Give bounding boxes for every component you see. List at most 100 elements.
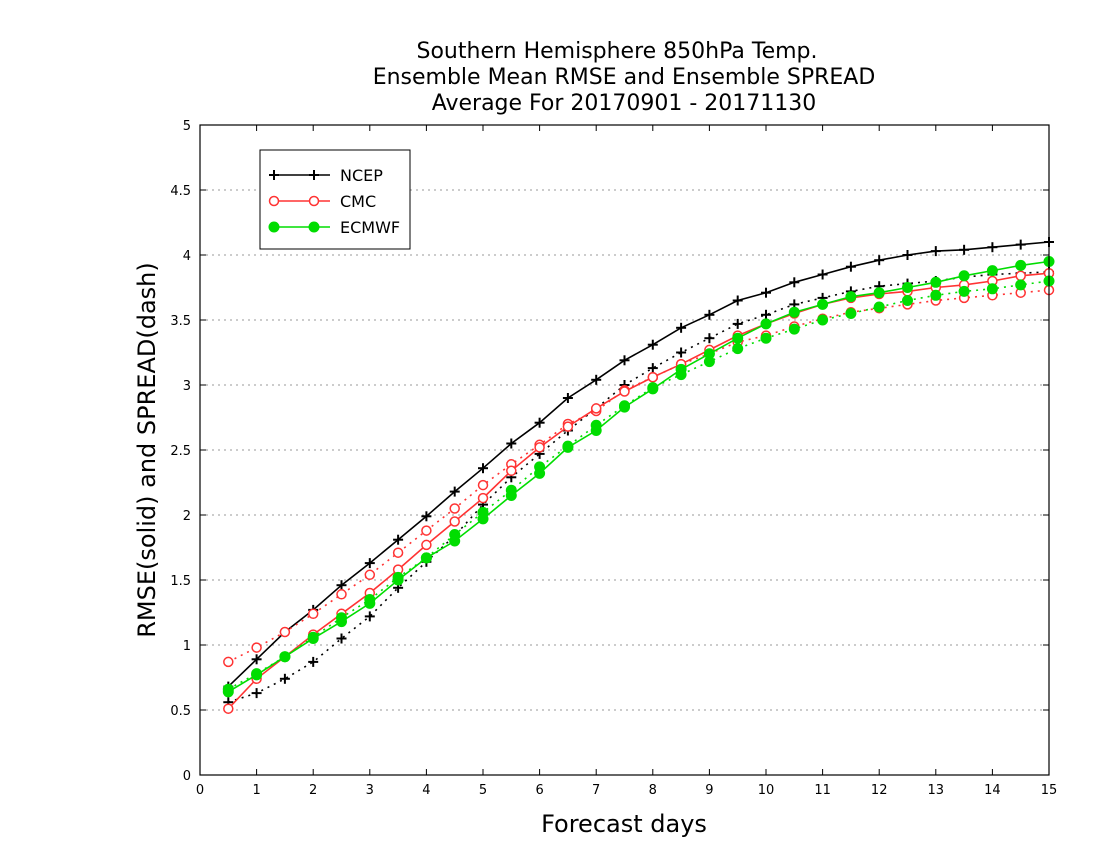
series-ecmwf-rmse-point-15 (647, 383, 659, 395)
series-ecmwf-rmse-point-2 (279, 651, 291, 663)
series-ncep-rmse-point-16 (676, 322, 687, 333)
series-ecmwf-rmse-point-25 (930, 276, 942, 288)
y-tick-label-7: 3.5 (170, 314, 191, 329)
series-cmc-spread-point-4 (336, 589, 347, 600)
x-tick-label-9: 9 (705, 783, 713, 798)
legend-box (259, 149, 411, 250)
y-tick-label-4: 2 (183, 509, 191, 524)
series-cmc-rmse-point-10 (506, 465, 517, 477)
legend-entries (268, 170, 330, 233)
series-ncep-rmse-point-10 (506, 438, 517, 449)
series-ncep-rmse-point-7 (421, 511, 432, 522)
series-ncep-rmse-point-4 (336, 580, 347, 591)
series-ecmwf-spread-point-21 (817, 314, 829, 326)
legend-label-cmc: CMC (340, 192, 376, 211)
series-ecmwf-rmse-point-28 (1015, 259, 1027, 271)
title-line-1: Southern Hemisphere 850hPa Temp. (417, 39, 818, 64)
legend-marker-start-ncep (269, 170, 279, 180)
series-ecmwf-rmse-point-27 (986, 265, 998, 277)
series-cmc-rmse-point-13 (590, 403, 602, 414)
series-ncep-spread-point-17 (704, 333, 715, 344)
series-ncep-rmse-point-1 (251, 654, 262, 665)
series-cmc-rmse-point-15 (647, 371, 659, 383)
series-ncep-rmse-point-21 (817, 269, 828, 280)
series-ecmwf-rmse-point-13 (590, 425, 602, 436)
series-ncep-rmse-point-25 (930, 246, 941, 257)
x-tick-label-7: 7 (592, 783, 600, 798)
series-ncep-rmse-point-28 (1015, 239, 1026, 250)
series-ecmwf-rmse-point-18 (732, 332, 744, 344)
legend: NCEP CMC ECMWF (259, 149, 411, 250)
x-tick-label-8: 8 (649, 783, 657, 798)
series-ecmwf-rmse-point-12 (562, 441, 574, 453)
title-line-3: Average For 20170901 - 20171130 (432, 91, 817, 116)
y-axis-label: RMSE(solid) and SPREAD(dash) (133, 262, 161, 638)
y-tick-label-9: 4.5 (170, 184, 191, 199)
series-cmc-rmse-point-12 (562, 421, 574, 432)
series-cmc-spread-point-0 (223, 656, 234, 668)
series-ecmwf-spread-point-25 (930, 289, 942, 301)
series-ecmwf-rmse-point-19 (760, 318, 772, 330)
y-tick-label-1: 0.5 (170, 704, 191, 719)
series-ncep-rmse-point-12 (562, 393, 573, 403)
series-ncep-rmse-point-5 (364, 558, 375, 569)
y-tick-label-8: 4 (183, 249, 191, 264)
y-tick-label-3: 1.5 (170, 574, 191, 589)
series-ecmwf-spread-point-23 (873, 301, 885, 313)
x-axis-label: Forecast days (541, 810, 707, 838)
x-tick-label-0: 0 (196, 783, 204, 798)
series-ecmwf-rmse-point-23 (873, 287, 885, 299)
series-ecmwf-spread-point-19 (760, 332, 772, 344)
series-ecmwf-spread-line (227, 280, 1050, 690)
series-ecmwf-rmse-point-3 (307, 633, 319, 644)
chart-title: Southern Hemisphere 850hPa Temp. Ensembl… (373, 39, 876, 116)
series-ecmwf-rmse-point-11 (534, 467, 546, 479)
series-ecmwf-spread-point-26 (958, 285, 970, 297)
series-ncep-spread-point-16 (676, 347, 687, 358)
x-tick-label-1: 1 (252, 783, 260, 798)
series-ncep-spread-point-15 (647, 363, 658, 374)
x-tick-label-3: 3 (366, 783, 374, 798)
series-ecmwf-rmse-point-20 (788, 306, 800, 318)
legend-marker-start-ecmwf (268, 221, 280, 233)
series-ecmwf-rmse-line (227, 260, 1050, 693)
series-ecmwf-rmse-point-5 (364, 597, 376, 609)
series-ecmwf-rmse-point-1 (251, 669, 263, 681)
x-tick-label-12: 12 (871, 783, 888, 798)
x-tick-label-6: 6 (535, 783, 543, 798)
x-tick-label-4: 4 (422, 783, 430, 798)
x-axis-ticks: 0 1 2 3 4 5 6 7 8 9 10 11 12 13 14 15 (196, 125, 1057, 798)
series-ecmwf-spread-point-24 (902, 295, 913, 306)
series-cmc-rmse-point-9 (477, 492, 489, 504)
legend-marker-end-ncep (309, 170, 319, 180)
series-cmc-spread-point-5 (364, 569, 376, 581)
x-tick-label-15: 15 (1041, 783, 1058, 798)
series-ecmwf-rmse-point-9 (477, 513, 489, 525)
series-ncep-spread-point-19 (761, 309, 771, 320)
y-axis-ticks: 0 0.5 1 1.5 2 2.5 3 3.5 4 4.5 5 (170, 119, 1049, 784)
y-tick-label-10: 5 (183, 119, 191, 134)
series-cmc-rmse-line (227, 272, 1050, 710)
series-ncep-spread-point-5 (364, 611, 375, 622)
series-ncep-rmse-point-8 (449, 486, 460, 497)
series-ecmwf-rmse-point-7 (420, 552, 432, 564)
series-ncep-rmse-point-9 (478, 463, 488, 474)
series-ncep-spread-point-4 (336, 633, 347, 644)
series-ncep-rmse-point-27 (987, 242, 998, 253)
series-ecmwf-rmse-point-21 (817, 298, 829, 310)
series-ecmwf-spread-point-18 (732, 343, 744, 355)
series-cmc-spread-point-1 (251, 642, 262, 653)
series-ecmwf-spread-point-20 (788, 323, 800, 335)
x-tick-label-13: 13 (928, 783, 945, 798)
grid-lines (200, 189, 1049, 711)
series-ecmwf-rmse-point-16 (675, 363, 687, 375)
series-ecmwf-rmse-point-4 (336, 616, 347, 628)
series-cmc-spread-point-2 (279, 626, 291, 638)
series-ncep-spread-point-3 (308, 656, 319, 667)
series-ecmwf-spread-point-22 (845, 308, 857, 319)
series-cmc-rmse-point-11 (534, 442, 545, 453)
series-ecmwf-rmse-point-17 (703, 348, 715, 360)
series-ncep-rmse-point-22 (845, 261, 856, 272)
x-tick-label-10: 10 (758, 783, 775, 798)
series-ncep-spread-line (228, 271, 1050, 703)
